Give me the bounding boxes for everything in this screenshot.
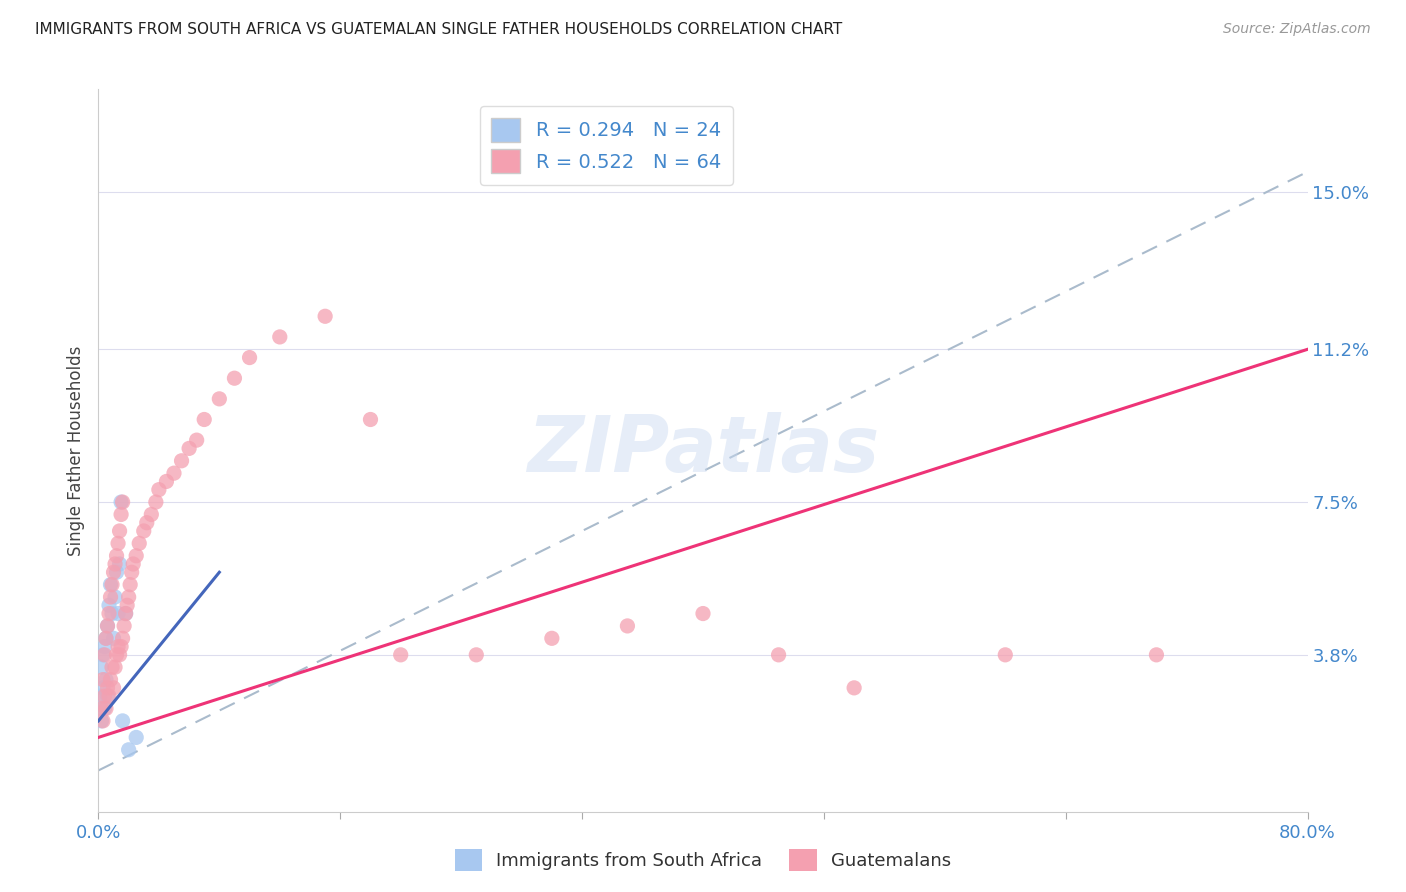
Point xyxy=(111,495,134,509)
Point xyxy=(96,681,118,695)
Point xyxy=(128,536,150,550)
Point xyxy=(100,590,122,604)
Point xyxy=(91,648,114,662)
Point xyxy=(193,412,215,426)
Point xyxy=(120,577,142,591)
Point xyxy=(118,743,141,757)
Point xyxy=(111,714,134,728)
Point xyxy=(101,577,124,591)
Point xyxy=(107,607,129,621)
Point xyxy=(96,689,118,703)
Point xyxy=(1144,648,1167,662)
Point xyxy=(616,619,638,633)
Point xyxy=(132,524,155,538)
Point xyxy=(103,632,125,646)
Point xyxy=(110,508,132,522)
Point xyxy=(224,371,246,385)
Point xyxy=(141,508,163,522)
Point xyxy=(96,619,118,633)
Point xyxy=(91,714,114,728)
Text: ZIPatlas: ZIPatlas xyxy=(527,412,879,489)
Point xyxy=(121,566,143,580)
Point xyxy=(104,660,127,674)
Point xyxy=(110,495,132,509)
Point xyxy=(105,648,128,662)
Point xyxy=(110,640,132,654)
Point xyxy=(122,557,145,571)
Point xyxy=(93,640,115,654)
Point xyxy=(100,673,122,687)
Point xyxy=(844,681,866,695)
Point xyxy=(104,590,127,604)
Point xyxy=(104,557,127,571)
Point xyxy=(98,599,121,613)
Point xyxy=(239,351,262,365)
Point xyxy=(994,648,1017,662)
Point xyxy=(108,524,131,538)
Point xyxy=(540,632,562,646)
Point xyxy=(125,731,148,745)
Point xyxy=(389,648,412,662)
Point xyxy=(135,516,157,530)
Point xyxy=(118,590,141,604)
Point xyxy=(91,673,114,687)
Point xyxy=(111,632,134,646)
Point xyxy=(179,442,201,456)
Point xyxy=(692,607,714,621)
Point xyxy=(103,566,125,580)
Point xyxy=(145,495,167,509)
Point xyxy=(100,577,122,591)
Point xyxy=(91,681,114,695)
Point xyxy=(107,536,129,550)
Point xyxy=(90,714,112,728)
Y-axis label: Single Father Households: Single Father Households xyxy=(66,345,84,556)
Point xyxy=(94,701,117,715)
Point xyxy=(105,566,128,580)
Point xyxy=(114,607,136,621)
Point xyxy=(148,483,170,497)
Point xyxy=(163,466,186,480)
Point xyxy=(108,557,131,571)
Point xyxy=(360,412,382,426)
Point xyxy=(90,701,112,715)
Point xyxy=(103,681,125,695)
Point xyxy=(96,619,118,633)
Point xyxy=(93,648,115,662)
Point xyxy=(208,392,231,406)
Point xyxy=(108,648,131,662)
Point xyxy=(101,607,124,621)
Point xyxy=(94,632,117,646)
Point xyxy=(101,660,124,674)
Point xyxy=(768,648,790,662)
Point xyxy=(114,607,136,621)
Point xyxy=(112,619,135,633)
Point xyxy=(125,549,148,563)
Point xyxy=(93,701,115,715)
Legend: Immigrants from South Africa, Guatemalans: Immigrants from South Africa, Guatemalan… xyxy=(447,842,959,879)
Point xyxy=(170,454,193,468)
Point xyxy=(94,632,117,646)
Point xyxy=(155,475,177,489)
Text: Source: ZipAtlas.com: Source: ZipAtlas.com xyxy=(1223,22,1371,37)
Point xyxy=(93,689,115,703)
Point xyxy=(269,330,291,344)
Point xyxy=(90,660,112,674)
Point xyxy=(115,599,138,613)
Point xyxy=(94,673,117,687)
Point xyxy=(105,549,128,563)
Point xyxy=(89,689,111,703)
Point xyxy=(98,607,121,621)
Point xyxy=(314,310,336,324)
Text: IMMIGRANTS FROM SOUTH AFRICA VS GUATEMALAN SINGLE FATHER HOUSEHOLDS CORRELATION : IMMIGRANTS FROM SOUTH AFRICA VS GUATEMAL… xyxy=(35,22,842,37)
Point xyxy=(107,640,129,654)
Point xyxy=(186,433,208,447)
Legend: R = 0.294   N = 24, R = 0.522   N = 64: R = 0.294 N = 24, R = 0.522 N = 64 xyxy=(479,106,733,185)
Point xyxy=(98,689,121,703)
Point xyxy=(465,648,488,662)
